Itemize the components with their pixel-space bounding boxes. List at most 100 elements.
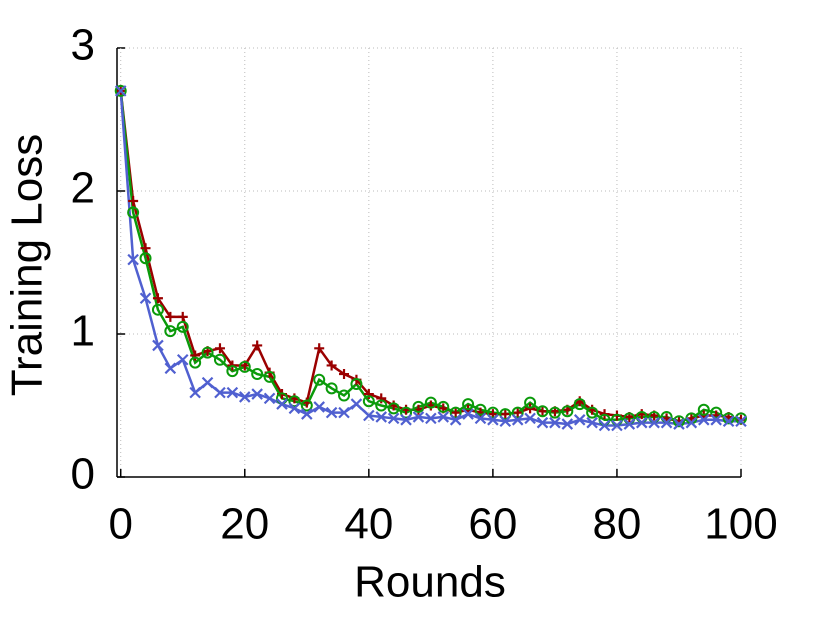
series-line — [119, 90, 742, 423]
marker — [548, 406, 561, 419]
marker — [263, 392, 276, 405]
marker — [213, 353, 226, 366]
marker — [363, 389, 374, 400]
marker — [549, 416, 561, 429]
marker — [252, 340, 263, 351]
marker — [462, 408, 474, 420]
marker — [660, 416, 673, 429]
marker — [226, 365, 239, 378]
marker — [164, 325, 177, 338]
marker — [128, 196, 139, 207]
marker — [325, 382, 338, 395]
marker — [449, 406, 462, 419]
marker — [424, 396, 437, 409]
marker — [561, 418, 574, 430]
marker — [226, 386, 239, 399]
marker — [685, 416, 698, 429]
marker — [499, 408, 512, 421]
marker — [152, 339, 164, 352]
marker — [449, 414, 462, 426]
marker — [177, 311, 188, 322]
marker — [611, 419, 623, 432]
marker — [573, 414, 586, 426]
marker — [486, 406, 499, 419]
marker — [499, 415, 512, 428]
x-axis-label: Rounds — [354, 558, 506, 607]
marker — [722, 412, 735, 425]
marker — [288, 402, 301, 415]
marker — [363, 409, 375, 422]
y-tick-label: 3 — [71, 21, 95, 70]
marker — [375, 399, 388, 412]
marker — [537, 406, 548, 417]
marker — [400, 414, 412, 426]
marker — [437, 400, 450, 413]
marker — [300, 399, 313, 412]
x-tick-label: 80 — [592, 500, 641, 549]
marker — [536, 405, 549, 418]
marker — [623, 418, 636, 430]
marker — [474, 412, 487, 425]
marker — [450, 407, 461, 418]
marker — [114, 85, 127, 97]
marker — [165, 311, 176, 322]
marker — [672, 415, 685, 428]
y-axis-label: Training Loss — [3, 134, 52, 397]
marker — [598, 419, 611, 432]
marker — [152, 293, 163, 304]
marker — [288, 395, 301, 408]
marker — [425, 412, 437, 425]
marker — [586, 416, 598, 429]
marker — [139, 292, 152, 305]
marker — [511, 414, 524, 426]
marker — [437, 411, 450, 423]
marker — [326, 360, 337, 371]
marker — [350, 378, 363, 391]
marker — [301, 408, 313, 420]
marker — [474, 403, 487, 416]
marker — [387, 412, 400, 425]
marker — [140, 243, 151, 254]
marker — [512, 407, 523, 418]
marker — [375, 411, 388, 423]
y-tick-label: 2 — [71, 164, 95, 213]
x-tick-label: 100 — [704, 500, 777, 549]
marker — [362, 395, 375, 408]
y-tick-label: 1 — [71, 307, 95, 356]
marker — [190, 350, 201, 361]
marker — [151, 303, 164, 316]
marker — [586, 406, 599, 419]
marker — [114, 84, 127, 97]
marker — [511, 406, 524, 419]
marker — [710, 406, 723, 419]
x-tick-label: 0 — [108, 500, 132, 549]
x-tick-label: 40 — [344, 500, 393, 549]
marker — [536, 416, 549, 429]
marker — [635, 416, 648, 429]
marker — [313, 401, 325, 413]
marker — [376, 393, 387, 404]
marker — [176, 353, 189, 366]
marker — [338, 389, 351, 402]
marker — [387, 402, 400, 415]
marker — [164, 362, 177, 375]
marker — [339, 369, 350, 380]
marker — [189, 386, 201, 399]
marker — [350, 398, 363, 410]
marker — [561, 405, 574, 418]
series-line — [119, 90, 741, 423]
marker — [462, 398, 475, 411]
y-tick-label: 0 — [71, 450, 95, 499]
series-line — [119, 90, 741, 427]
marker — [176, 320, 189, 333]
marker — [251, 388, 263, 400]
marker — [400, 406, 413, 419]
marker — [314, 343, 325, 354]
marker — [673, 418, 685, 430]
marker — [251, 368, 264, 381]
x-tick-label: 20 — [220, 500, 269, 549]
marker — [412, 411, 425, 423]
marker — [573, 398, 586, 411]
